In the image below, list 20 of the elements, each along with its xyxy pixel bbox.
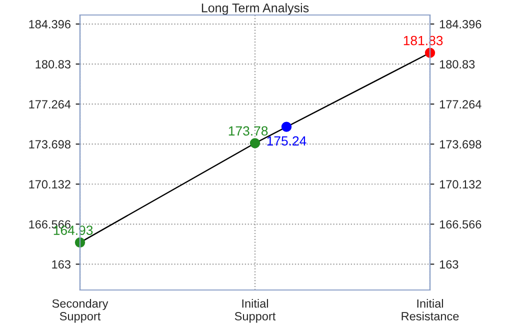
y2-tick-label: 184.396	[440, 20, 482, 28]
y2-tick-label: 177.264	[440, 100, 482, 108]
x-tick-label: Initial Support	[234, 299, 276, 323]
chart-title: Long Term Analysis	[202, 3, 309, 15]
point	[250, 138, 260, 148]
y-tick-label: 163	[52, 260, 70, 269]
y-tick-label: 173.698	[29, 140, 70, 148]
x-tick-label: Initial Resistance	[402, 299, 459, 320]
y-tick-label: 180.83	[36, 60, 70, 68]
data-label: 173.78	[228, 126, 268, 136]
y2-tick-label: 180.83	[440, 60, 475, 68]
y-tick-label: 170.132	[29, 180, 70, 189]
y2-tick-label: 173.698	[440, 140, 482, 148]
y-tick-label: 177.264	[29, 100, 71, 108]
y2-tick-label: 166.566	[440, 220, 482, 229]
x-tick-label: Secondary Support	[52, 299, 108, 323]
y-tick-label: 184.396	[29, 20, 70, 28]
y2-tick-label: 163	[440, 260, 458, 269]
y2-tick-label: 170.132	[440, 180, 482, 189]
data-label: 175.24	[267, 136, 306, 146]
